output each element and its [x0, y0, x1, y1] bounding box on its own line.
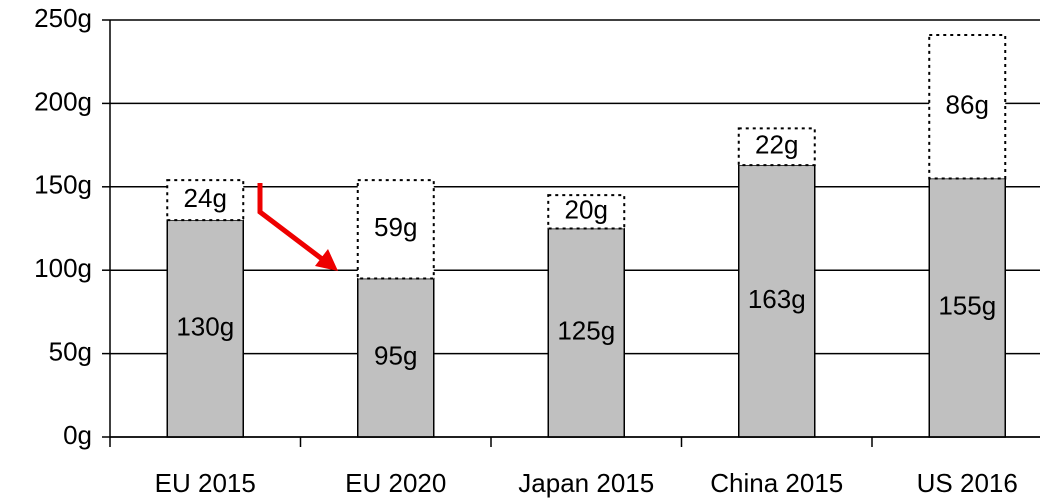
data-label: 24g	[184, 183, 227, 213]
gap-bar	[547, 194, 626, 230]
data-label: 155g	[938, 291, 996, 321]
y-tick-label: 100g	[34, 253, 92, 283]
y-tick-label: 50g	[49, 336, 92, 366]
data-label: 20g	[565, 195, 608, 225]
data-label: 95g	[374, 341, 417, 371]
x-tick-label: EU 2015	[155, 468, 256, 498]
x-tick-label: China 2015	[710, 468, 843, 498]
y-tick-label: 0g	[63, 420, 92, 450]
data-label: 59g	[374, 212, 417, 242]
data-label: 22g	[755, 130, 798, 160]
gap-bar	[356, 179, 435, 280]
x-tick-label: Japan 2015	[518, 468, 654, 498]
gap-bar	[737, 127, 816, 167]
data-label: 163g	[748, 284, 806, 314]
bar	[547, 227, 625, 438]
data-label: 130g	[176, 311, 234, 341]
gap-bar	[928, 34, 1007, 180]
gap-bar	[166, 179, 245, 222]
data-label: 125g	[557, 316, 615, 346]
y-tick-label: 250g	[34, 3, 92, 33]
y-tick-label: 200g	[34, 86, 92, 116]
bar	[928, 177, 1006, 438]
data-label: 86g	[946, 90, 989, 120]
annotation-arrow	[257, 183, 328, 264]
x-tick-label: US 2016	[917, 468, 1018, 498]
x-tick-label: EU 2020	[345, 468, 446, 498]
annotation-arrowhead	[315, 249, 338, 271]
y-tick-label: 150g	[34, 170, 92, 200]
x-category-ticks	[109, 437, 873, 447]
